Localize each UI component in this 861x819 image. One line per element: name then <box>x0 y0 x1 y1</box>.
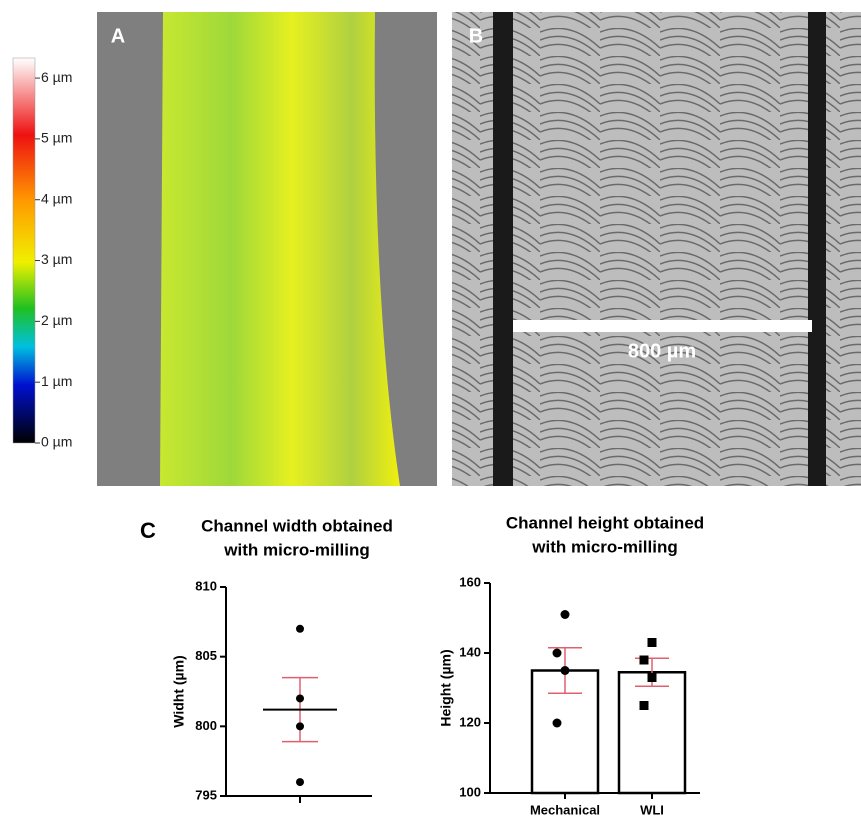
y-tick-label: 120 <box>459 714 481 729</box>
data-point <box>639 701 649 710</box>
y-tick-label: 810 <box>195 578 217 593</box>
x-tick-label: Mechanical <box>530 802 600 817</box>
bar <box>617 671 687 795</box>
colorbar-tick-label: 1 µm <box>41 373 72 389</box>
colorbar-tick-label: 4 µm <box>41 190 72 206</box>
y-tick-label: 160 <box>459 574 481 589</box>
chart-title: with micro-milling <box>223 540 369 559</box>
panel-label: B <box>469 25 483 47</box>
data-point <box>296 778 304 787</box>
colorbar <box>12 57 36 444</box>
colorbar-tick-label: 5 µm <box>41 130 72 146</box>
chart-title: with micro-milling <box>531 537 677 556</box>
y-tick-label: 140 <box>459 644 481 659</box>
y-tick-label: 100 <box>459 784 481 799</box>
chart-title: Channel width obtained <box>201 516 393 535</box>
data-point <box>639 655 649 665</box>
y-tick-label: 800 <box>195 718 217 733</box>
panel-label: C <box>140 518 156 543</box>
x-tick-label: WLI <box>640 802 664 817</box>
colorbar-tick-label: 2 µm <box>41 312 72 328</box>
data-point <box>560 666 570 675</box>
channel-wall <box>493 12 513 486</box>
data-point <box>296 624 304 633</box>
data-point <box>552 718 562 728</box>
panel-label: A <box>111 25 125 47</box>
data-point <box>647 638 657 647</box>
surface-band <box>160 12 400 486</box>
chart-title: Channel height obtained <box>506 513 704 532</box>
colorbar-tick-label: 3 µm <box>41 251 72 267</box>
data-point <box>560 610 570 619</box>
colorbar-tick-label: 6 µm <box>41 69 72 85</box>
data-point <box>296 722 304 731</box>
channel-wall <box>808 12 826 486</box>
data-point <box>647 673 657 682</box>
y-axis-label: Height (µm) <box>438 649 454 726</box>
colorbar-tick-label: 0 µm <box>41 434 72 450</box>
data-point <box>296 694 304 703</box>
scale-bar-label: 800 µm <box>628 340 696 362</box>
scale-bar <box>513 320 812 332</box>
panel-b-image <box>452 12 861 486</box>
y-axis-label: Widht (µm) <box>171 655 187 727</box>
y-tick-label: 795 <box>195 787 217 802</box>
y-tick-label: 805 <box>195 648 217 663</box>
data-point <box>552 648 562 658</box>
